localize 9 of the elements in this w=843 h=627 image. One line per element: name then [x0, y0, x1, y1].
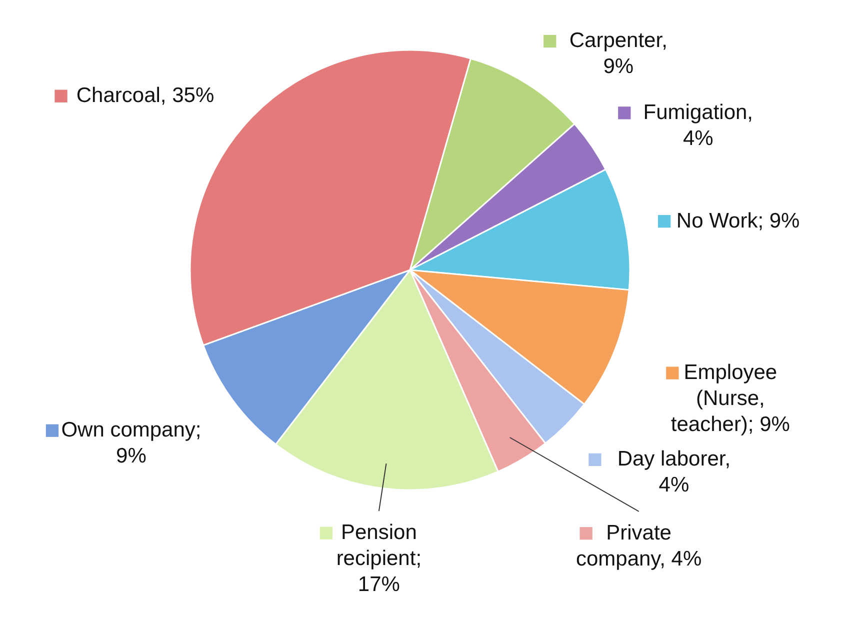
legend-label: Fumigation, 4% — [643, 100, 754, 150]
legend-label: Pension recipient; 17% — [336, 521, 422, 596]
legend-label: Own company; 9% — [61, 418, 202, 468]
legend-label: Private company, 4% — [576, 521, 702, 570]
legend-label: No Work; 9% — [676, 209, 800, 232]
legend-label: Carpenter, 9% — [569, 29, 668, 78]
legend-label: Employee (Nurse, teacher); 9% — [670, 361, 790, 436]
legend-label: Day laborer, 4% — [617, 448, 731, 497]
legend-label: Charcoal, 35% — [76, 84, 214, 108]
